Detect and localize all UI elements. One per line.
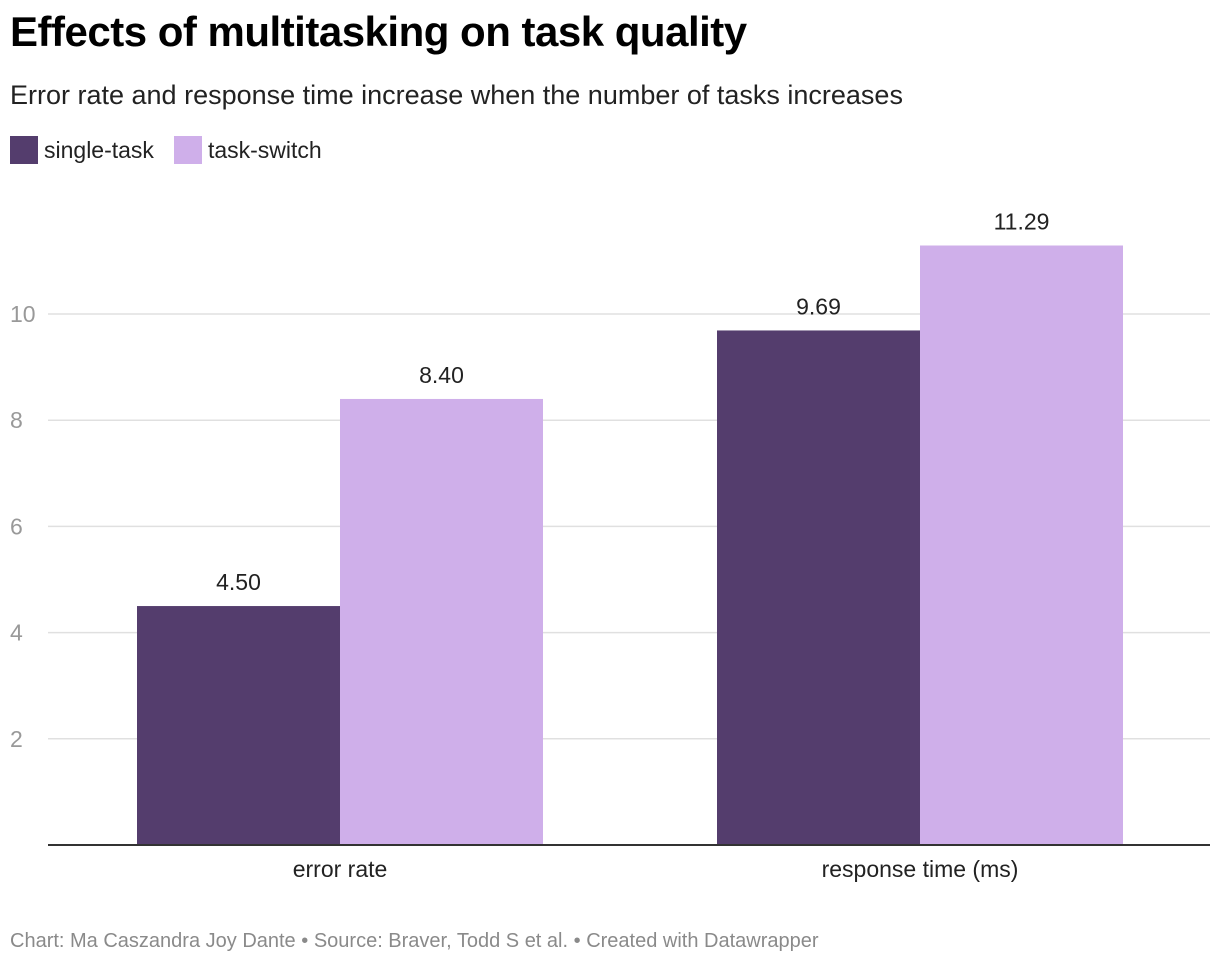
data-label-task-switch-1: 11.29 — [994, 209, 1050, 235]
x-tick-label-1: response time (ms) — [822, 856, 1019, 882]
chart-footer: Chart: Ma Caszandra Joy Dante • Source: … — [10, 930, 819, 953]
data-label-task-switch-0: 8.40 — [419, 362, 464, 388]
bar-task-switch-1 — [920, 245, 1123, 846]
legend: single-task task-switch — [10, 136, 342, 164]
legend-label-single-task: single-task — [44, 136, 154, 163]
chart-subtitle: Error rate and response time increase wh… — [10, 80, 903, 110]
x-tick-label-0: error rate — [293, 856, 388, 882]
footer-credit: Chart: Ma Caszandra Joy Dante — [10, 930, 296, 952]
bar-task-switch-0 — [340, 398, 543, 845]
footer-created: Created with Datawrapper — [586, 930, 819, 952]
y-tick-label-10: 10 — [10, 301, 36, 327]
legend-item-task-switch: task-switch — [173, 136, 322, 164]
y-tick-label-2: 2 — [10, 726, 23, 752]
legend-swatch-single-task — [10, 136, 38, 164]
bar-single-task-1 — [717, 330, 920, 845]
chart-title: Effects of multitasking on task quality — [10, 8, 747, 55]
footer-separator-1: • — [301, 930, 309, 952]
bar-single-task-0 — [137, 606, 340, 845]
data-label-single-task-1: 9.69 — [796, 293, 841, 319]
y-tick-label-4: 4 — [10, 620, 23, 646]
y-tick-label-6: 6 — [10, 513, 23, 539]
legend-label-task-switch: task-switch — [207, 136, 322, 163]
footer-separator-2: • — [573, 930, 581, 952]
data-label-single-task-0: 4.50 — [216, 569, 261, 595]
legend-item-single-task: single-task — [10, 136, 154, 164]
y-tick-label-8: 8 — [10, 407, 23, 433]
legend-swatch-task-switch — [173, 136, 202, 164]
footer-source: Source: Braver, Todd S et al. — [313, 930, 569, 952]
